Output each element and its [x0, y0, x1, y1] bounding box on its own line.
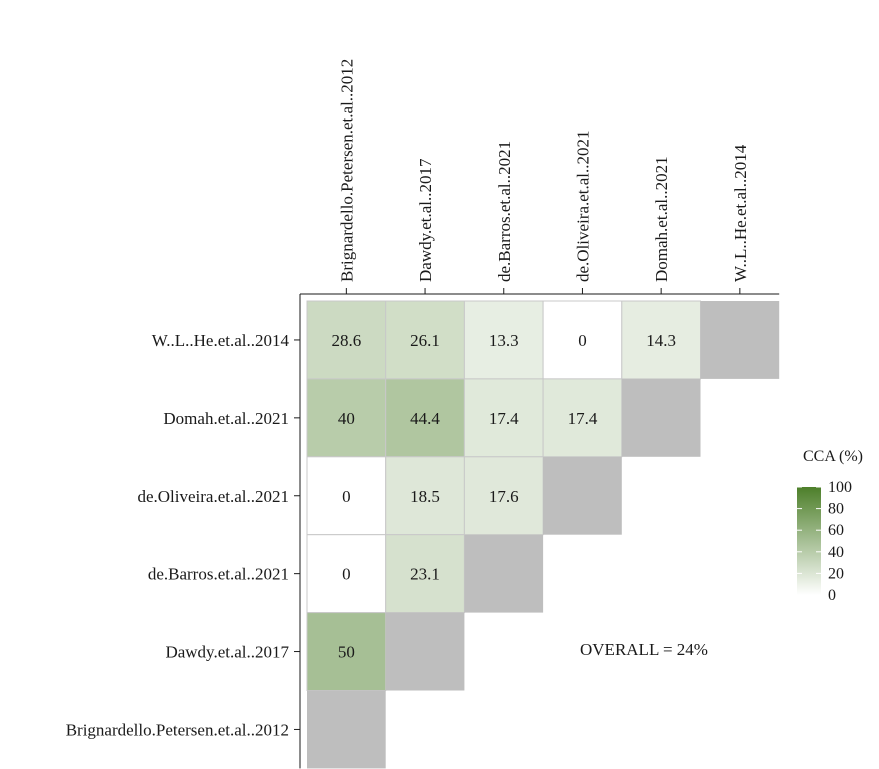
cell-value-label: 0 — [578, 331, 587, 350]
y-tick-label: Domah.et.al..2021 — [163, 409, 289, 428]
cell-value-label: 17.4 — [568, 409, 598, 428]
cell-value-label: 0 — [342, 565, 351, 584]
heatmap-cell-missing — [307, 690, 386, 769]
overall-annotation: OVERALL = 24% — [580, 640, 708, 659]
legend-tick-label: 80 — [828, 501, 844, 518]
cell-value-label: 23.1 — [410, 565, 440, 584]
heatmap-cell — [306, 378, 387, 458]
cell-value-label: 28.6 — [331, 331, 361, 350]
x-tick-label: de.Barros.et.al..2021 — [495, 141, 514, 282]
cell-value-label: 50 — [338, 643, 355, 662]
heatmap-cell — [385, 456, 465, 536]
legend-title: CCA (%) — [803, 448, 863, 465]
x-tick-label: Dawdy.et.al..2017 — [416, 158, 435, 282]
heatmap-cell — [463, 300, 544, 380]
legend-tick-label: 100 — [828, 479, 852, 496]
heatmap-cell — [463, 378, 544, 458]
legend-tick-label: 0 — [828, 587, 836, 604]
heatmap-cell-missing — [543, 456, 622, 535]
x-tick-label: de.Oliveira.et.al..2021 — [573, 130, 592, 282]
x-axis-labels: Brignardello.Petersen.et.al..2012 Dawdy.e… — [337, 59, 750, 294]
cell-value-label: 17.4 — [489, 409, 519, 428]
color-legend: 0 20 40 60 80 100 — [797, 479, 852, 604]
legend-tick-label: 60 — [828, 522, 844, 539]
heatmap-cell-missing — [385, 612, 465, 691]
heatmap-cell — [621, 300, 701, 380]
heatmap-cell — [306, 612, 387, 691]
legend-tick-label: 20 — [828, 565, 844, 582]
cell-value-label: 0 — [342, 487, 351, 506]
heatmap-cell — [463, 456, 544, 536]
heatmap-cell — [306, 456, 387, 536]
cell-value-label: 44.4 — [410, 409, 440, 428]
y-tick-label: de.Oliveira.et.al..2021 — [137, 487, 289, 506]
axis-lines — [299, 293, 780, 769]
x-tick-label: W..L..He.et.al..2014 — [731, 144, 750, 282]
cell-value-label: 18.5 — [410, 487, 440, 506]
heatmap-cell-missing — [621, 378, 701, 457]
x-tick-label: Brignardello.Petersen.et.al..2012 — [337, 59, 356, 282]
heatmap-cells: 28.6 26.1 13.3 0 14.3 40 44.4 17.4 17.4 0 18.5 17.6… — [306, 300, 780, 769]
legend-color-bar — [797, 487, 821, 595]
cell-value-label: 17.6 — [489, 487, 519, 506]
x-tick-label: Domah.et.al..2021 — [652, 156, 671, 282]
heatmap-cell — [385, 378, 465, 458]
cell-value-label: 14.3 — [646, 331, 676, 350]
cell-value-label: 26.1 — [410, 331, 440, 350]
heatmap-cell-missing — [464, 534, 544, 613]
y-tick-label: Dawdy.et.al..2017 — [165, 643, 289, 662]
y-tick-label: de.Barros.et.al..2021 — [148, 565, 289, 584]
y-axis-labels: W..L..He.et.al..2014 Domah.et.al..2021 de.… — [66, 331, 300, 739]
y-tick-label: Brignardello.Petersen.et.al..2012 — [66, 720, 289, 739]
cell-value-label: 13.3 — [489, 331, 519, 350]
y-tick-label: W..L..He.et.al..2014 — [152, 331, 290, 350]
cell-value-label: 40 — [338, 409, 355, 428]
heatmap-cell — [542, 378, 623, 458]
legend-tick-label: 40 — [828, 544, 844, 561]
heatmap-cell-missing — [700, 301, 780, 379]
